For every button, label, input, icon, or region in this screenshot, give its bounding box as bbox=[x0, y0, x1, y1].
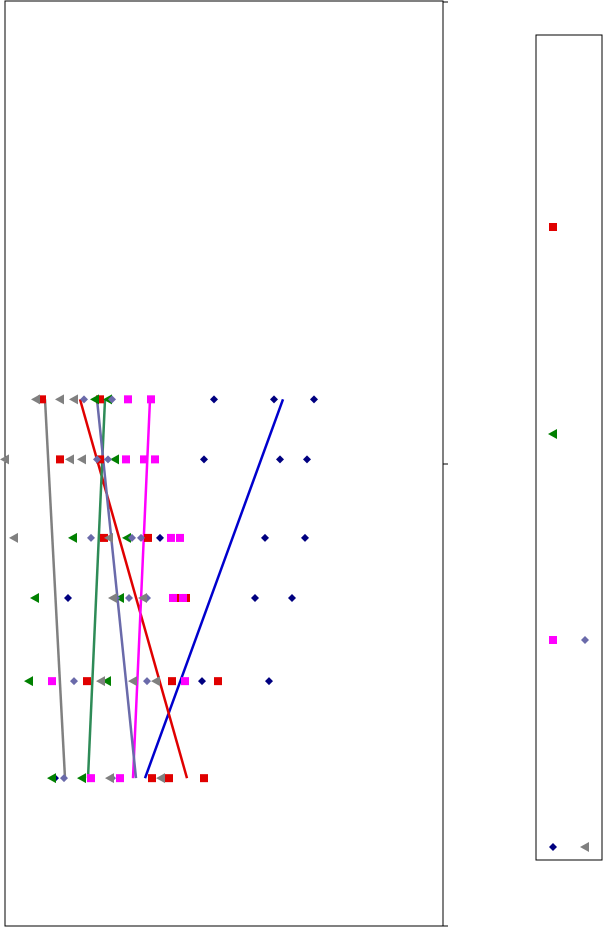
marker bbox=[116, 774, 124, 783]
marker bbox=[303, 455, 311, 464]
marker bbox=[0, 454, 9, 465]
legend-marker bbox=[548, 429, 557, 439]
marker bbox=[105, 773, 114, 784]
marker bbox=[96, 676, 105, 687]
marker bbox=[151, 455, 159, 464]
legend-marker bbox=[549, 636, 557, 644]
marker bbox=[176, 533, 184, 542]
marker bbox=[77, 454, 86, 465]
marker bbox=[147, 395, 155, 404]
marker bbox=[102, 676, 111, 687]
marker bbox=[87, 774, 95, 783]
marker bbox=[124, 395, 132, 404]
marker bbox=[83, 677, 91, 686]
marker bbox=[214, 677, 222, 686]
marker bbox=[276, 455, 284, 464]
marker bbox=[48, 677, 56, 686]
marker bbox=[93, 455, 101, 464]
marker bbox=[70, 677, 78, 686]
marker bbox=[87, 533, 95, 542]
marker bbox=[179, 593, 187, 602]
marker bbox=[128, 533, 136, 542]
marker bbox=[137, 533, 145, 542]
marker bbox=[144, 533, 152, 542]
marker bbox=[265, 677, 273, 686]
marker bbox=[38, 395, 46, 404]
marker bbox=[90, 394, 99, 405]
marker bbox=[151, 676, 160, 687]
legend-marker bbox=[580, 842, 589, 852]
marker bbox=[108, 592, 117, 603]
marker bbox=[200, 774, 208, 783]
marker bbox=[140, 455, 148, 464]
marker bbox=[128, 676, 137, 687]
marker bbox=[9, 532, 18, 543]
marker bbox=[156, 773, 165, 784]
marker bbox=[104, 455, 112, 464]
marker bbox=[143, 677, 151, 686]
marker bbox=[110, 454, 119, 465]
marker bbox=[96, 395, 104, 404]
marker bbox=[65, 454, 74, 465]
marker bbox=[261, 533, 269, 542]
marker bbox=[165, 774, 173, 783]
plot-frame bbox=[4, 0, 444, 927]
legend-marker bbox=[549, 843, 557, 851]
marker bbox=[60, 774, 68, 783]
marker bbox=[200, 455, 208, 464]
marker bbox=[156, 533, 164, 542]
marker bbox=[148, 774, 156, 783]
marker bbox=[301, 533, 309, 542]
marker bbox=[55, 394, 64, 405]
marker bbox=[138, 592, 147, 603]
marker bbox=[125, 593, 133, 602]
marker bbox=[251, 593, 259, 602]
marker bbox=[64, 593, 72, 602]
marker bbox=[198, 677, 206, 686]
legend-marker bbox=[581, 636, 589, 644]
marker bbox=[122, 532, 131, 543]
marker bbox=[169, 593, 177, 602]
marker bbox=[103, 394, 112, 405]
marker bbox=[270, 395, 278, 404]
marker bbox=[181, 677, 189, 686]
marker bbox=[68, 532, 77, 543]
marker bbox=[77, 773, 86, 784]
marker bbox=[69, 394, 78, 405]
marker bbox=[80, 395, 88, 404]
legend-box bbox=[535, 34, 603, 861]
marker bbox=[122, 455, 130, 464]
trend-line bbox=[43, 399, 67, 779]
marker bbox=[30, 592, 39, 603]
marker bbox=[24, 676, 33, 687]
marker bbox=[108, 395, 116, 404]
marker bbox=[310, 395, 318, 404]
marker bbox=[210, 395, 218, 404]
marker bbox=[168, 677, 176, 686]
marker bbox=[47, 773, 56, 784]
marker bbox=[31, 394, 40, 405]
marker bbox=[167, 533, 175, 542]
legend-marker bbox=[549, 223, 557, 231]
marker bbox=[104, 532, 113, 543]
marker bbox=[288, 593, 296, 602]
marker bbox=[56, 455, 64, 464]
